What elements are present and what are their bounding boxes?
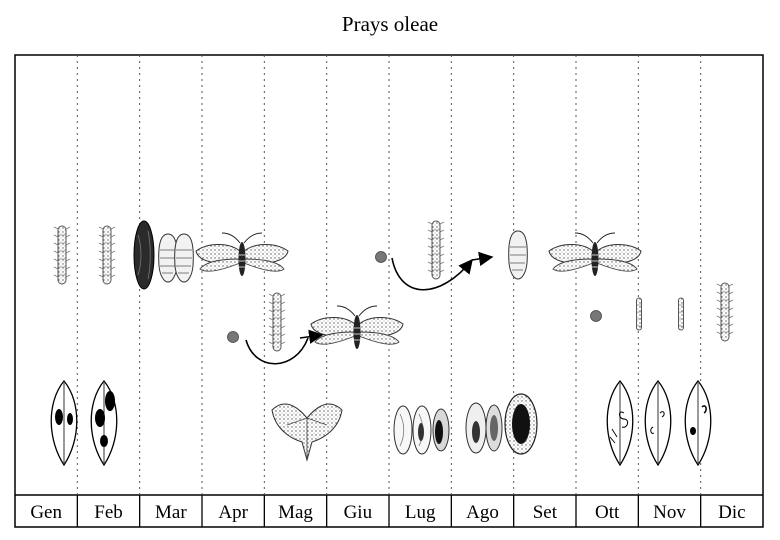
month-label: Gen (30, 502, 62, 523)
olive-fruit-icon (465, 402, 487, 454)
month-label: Apr (218, 502, 248, 523)
month-label: Ago (466, 502, 499, 523)
moth-icon (195, 232, 289, 277)
month-label: Feb (94, 502, 123, 523)
cocoon-icon (133, 220, 155, 290)
egg-icon (227, 331, 239, 343)
leaf-icon (50, 380, 78, 466)
month-label: Giu (344, 502, 373, 523)
development-arrow (391, 257, 473, 291)
larva-icon (716, 282, 734, 342)
month-label: Ott (595, 502, 620, 523)
month-label: Nov (653, 502, 686, 523)
development-arrow (245, 337, 309, 365)
pupa-icon (508, 230, 528, 280)
month-label: Mar (155, 502, 187, 523)
leaf-icon (644, 380, 672, 466)
month-label: Dic (718, 502, 745, 523)
olive-fruit-icon (432, 408, 450, 452)
pupa-icon (174, 233, 194, 283)
olive-fruit-icon (412, 405, 432, 455)
larva-icon (53, 225, 71, 285)
olive-fruit-icon (485, 404, 503, 452)
month-label-separators (76, 495, 702, 527)
egg-icon (590, 310, 602, 322)
row-second-generation (227, 282, 734, 365)
month-label: Mag (278, 502, 313, 523)
month-labels: Gen Feb Mar Apr Mag Giu Lug Ago Set Ott Nov Dic (30, 502, 745, 523)
olive-fruit-icon (393, 405, 413, 455)
larva-icon (268, 292, 286, 352)
larva-icon (636, 297, 642, 331)
leaf-icon (606, 380, 634, 466)
month-label: Set (533, 502, 558, 523)
row-overwintering (53, 220, 642, 291)
moth-icon (548, 232, 642, 277)
larva-icon (678, 297, 684, 331)
diagram-title: Prays oleae (341, 12, 439, 36)
moth-icon (310, 305, 404, 350)
leaf-icon (684, 380, 712, 466)
egg-icon (375, 251, 387, 263)
row-host-plant (50, 380, 712, 466)
flower-cluster-icon (271, 403, 343, 462)
larva-icon (427, 220, 445, 280)
larva-icon (98, 225, 116, 285)
leaf-icon (90, 380, 118, 466)
month-label: Lug (405, 502, 436, 523)
olive-fruit-icon (504, 393, 538, 455)
